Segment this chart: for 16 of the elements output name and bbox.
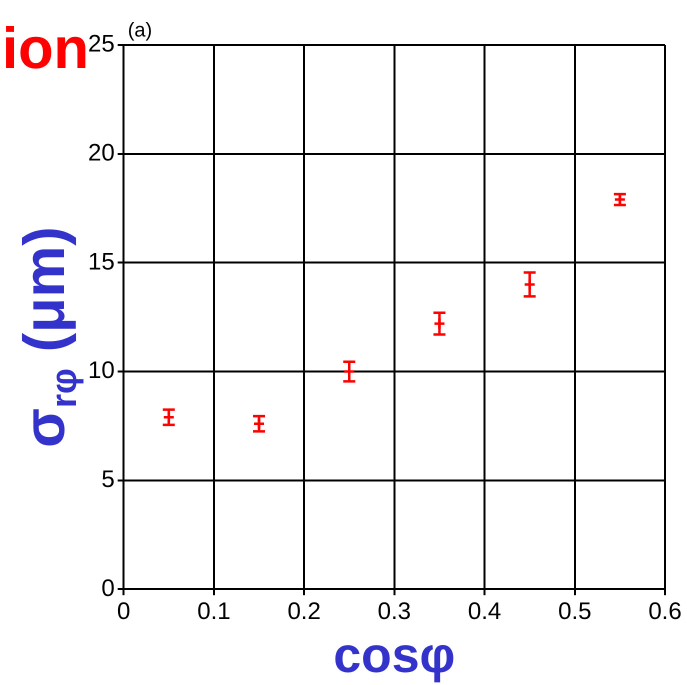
x-tick-label: 0.2 bbox=[287, 598, 321, 626]
y-tick-label: 25 bbox=[88, 30, 115, 58]
y-tick-label: 20 bbox=[88, 139, 115, 166]
x-tick-label: 0.3 bbox=[378, 598, 412, 626]
x-tick-label: 0.5 bbox=[558, 598, 592, 626]
y-tick-label: 0 bbox=[101, 574, 115, 602]
x-axis-title: cosφ bbox=[333, 627, 456, 683]
x-tick-label: 0.4 bbox=[468, 598, 502, 626]
y-tick-label: 15 bbox=[88, 248, 115, 276]
y-axis-title: σrφ (μm) bbox=[12, 226, 84, 448]
x-tick-label: 0.6 bbox=[648, 598, 682, 626]
chart-title: ion bbox=[2, 16, 89, 81]
x-tick-label: 0.1 bbox=[197, 598, 231, 626]
y-tick-label: 10 bbox=[88, 357, 115, 384]
y-tick-label: 5 bbox=[101, 466, 115, 493]
text: (a) bbox=[128, 20, 152, 42]
